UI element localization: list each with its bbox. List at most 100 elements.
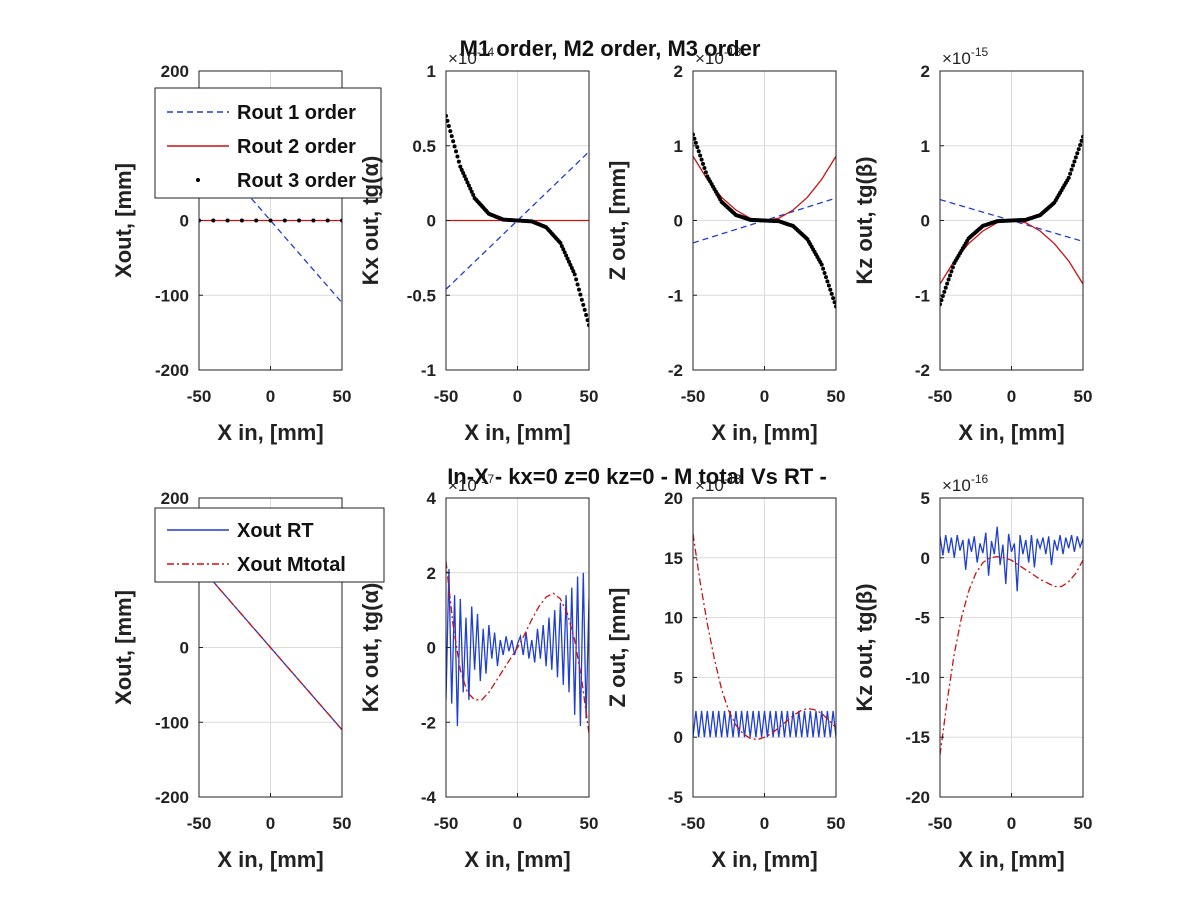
y-tick-label: -15 xyxy=(905,728,930,747)
data-point xyxy=(451,139,456,144)
x-tick-label: 0 xyxy=(513,814,522,833)
y-tick-label: -20 xyxy=(905,788,930,807)
subplot-p3: -50 0 50 -2 -1 0 1 2 X in, [mm] Z out, [mm] ×10-13 xyxy=(605,45,845,445)
y-tick-label: 200 xyxy=(161,489,189,508)
data-point xyxy=(569,266,574,271)
x-tick-label: 50 xyxy=(333,387,352,406)
data-point xyxy=(821,266,826,271)
y-tick-label: -1 xyxy=(915,286,930,305)
data-point xyxy=(559,244,564,249)
x-tick-label: -50 xyxy=(187,387,212,406)
y-tick-label: 2 xyxy=(427,564,436,583)
data-point xyxy=(703,170,708,175)
x-axis-label: X in, [mm] xyxy=(711,420,817,445)
axis-exponent-label: ×10-14 xyxy=(448,45,495,68)
data-point xyxy=(466,183,471,188)
data-point xyxy=(579,297,584,302)
series-layer xyxy=(199,564,342,731)
axis-exponent-label: ×10-17 xyxy=(448,472,495,495)
x-tick-label: -50 xyxy=(928,387,953,406)
y-tick-label: 0.5 xyxy=(412,137,436,156)
data-point xyxy=(282,218,287,223)
y-tick-label: -200 xyxy=(155,361,189,380)
data-point xyxy=(459,167,464,172)
data-point xyxy=(950,265,955,270)
y-tick-label: -5 xyxy=(915,609,930,628)
data-point xyxy=(1073,155,1078,160)
data-point xyxy=(826,283,831,288)
x-tick-label: 50 xyxy=(1074,814,1093,833)
data-point xyxy=(584,312,589,317)
x-tick-label: -50 xyxy=(928,814,953,833)
legend-box xyxy=(154,87,382,199)
y-axis-label: Kx out, tg(α) xyxy=(358,156,383,286)
y-tick-label: 1 xyxy=(674,137,683,156)
data-point xyxy=(211,218,216,223)
x-tick-label: 50 xyxy=(827,814,846,833)
data-point xyxy=(699,157,704,162)
data-point xyxy=(566,259,571,264)
data-point xyxy=(582,307,587,312)
y-tick-label: -2 xyxy=(668,361,683,380)
data-point xyxy=(574,277,579,282)
y-tick-label: -2 xyxy=(915,361,930,380)
series-xout-rt-line xyxy=(446,568,589,727)
legend-marker xyxy=(196,178,200,182)
data-point xyxy=(823,275,828,280)
data-point xyxy=(1069,167,1074,172)
x-tick-label: 0 xyxy=(266,387,275,406)
x-tick-label: 50 xyxy=(1074,387,1093,406)
data-point xyxy=(693,136,697,141)
y-axis-label: Z out, [mm] xyxy=(605,161,630,281)
data-point xyxy=(458,164,463,169)
data-point xyxy=(558,240,563,245)
data-point xyxy=(829,291,834,296)
y-axis-label: Kz out, tg(β) xyxy=(852,583,877,711)
data-point xyxy=(698,153,703,158)
y-tick-label: 2 xyxy=(921,62,930,81)
series-xout-mtotal-line xyxy=(446,561,589,734)
series-rout-1-order-line xyxy=(199,137,342,304)
y-tick-label: -100 xyxy=(155,713,189,732)
legend-entry-label: Xout Mtotal xyxy=(237,554,346,576)
data-point xyxy=(822,270,827,275)
y-tick-label: 200 xyxy=(161,62,189,81)
data-point xyxy=(1075,151,1080,156)
data-point xyxy=(819,262,824,267)
x-tick-label: 50 xyxy=(333,814,352,833)
legend: Rout 1 order Rout 2 order Rout 3 order xyxy=(154,87,382,199)
data-point xyxy=(1078,143,1083,148)
data-point xyxy=(1066,175,1071,180)
y-axis-label: Z out, [mm] xyxy=(605,588,630,708)
data-point xyxy=(311,218,316,223)
y-tick-label: 0 xyxy=(674,212,683,231)
data-point xyxy=(456,159,461,164)
y-tick-label: -1 xyxy=(421,361,436,380)
data-point xyxy=(578,292,583,297)
y-tick-label: 0 xyxy=(427,212,436,231)
y-tick-label: 2 xyxy=(674,62,683,81)
series-xout-rt-line xyxy=(940,526,1083,592)
data-point xyxy=(468,186,473,191)
data-point xyxy=(581,302,586,307)
subplot-p6: -50 0 50 -4 -2 0 2 4 X in, [mm] Kx out, tg(α) ×10-… xyxy=(358,472,598,872)
axis-exponent-label: ×10-15 xyxy=(942,45,989,68)
data-point xyxy=(462,174,467,179)
series-rout-1-order-line xyxy=(446,151,589,290)
y-tick-label: 1 xyxy=(427,62,436,81)
series-layer xyxy=(693,132,836,309)
y-tick-label: 0 xyxy=(427,639,436,658)
x-tick-label: 50 xyxy=(580,387,599,406)
legend: Xout RT Xout Mtotal xyxy=(154,507,385,583)
data-point xyxy=(946,277,951,282)
y-tick-label: -0.5 xyxy=(407,286,436,305)
data-point xyxy=(1076,147,1081,152)
y-tick-label: -4 xyxy=(421,788,437,807)
data-point xyxy=(461,170,466,175)
x-axis-label: X in, [mm] xyxy=(464,420,570,445)
y-tick-label: 0 xyxy=(674,728,683,747)
y-tick-label: 5 xyxy=(674,668,683,687)
data-point xyxy=(568,262,573,267)
y-tick-label: -100 xyxy=(155,286,189,305)
